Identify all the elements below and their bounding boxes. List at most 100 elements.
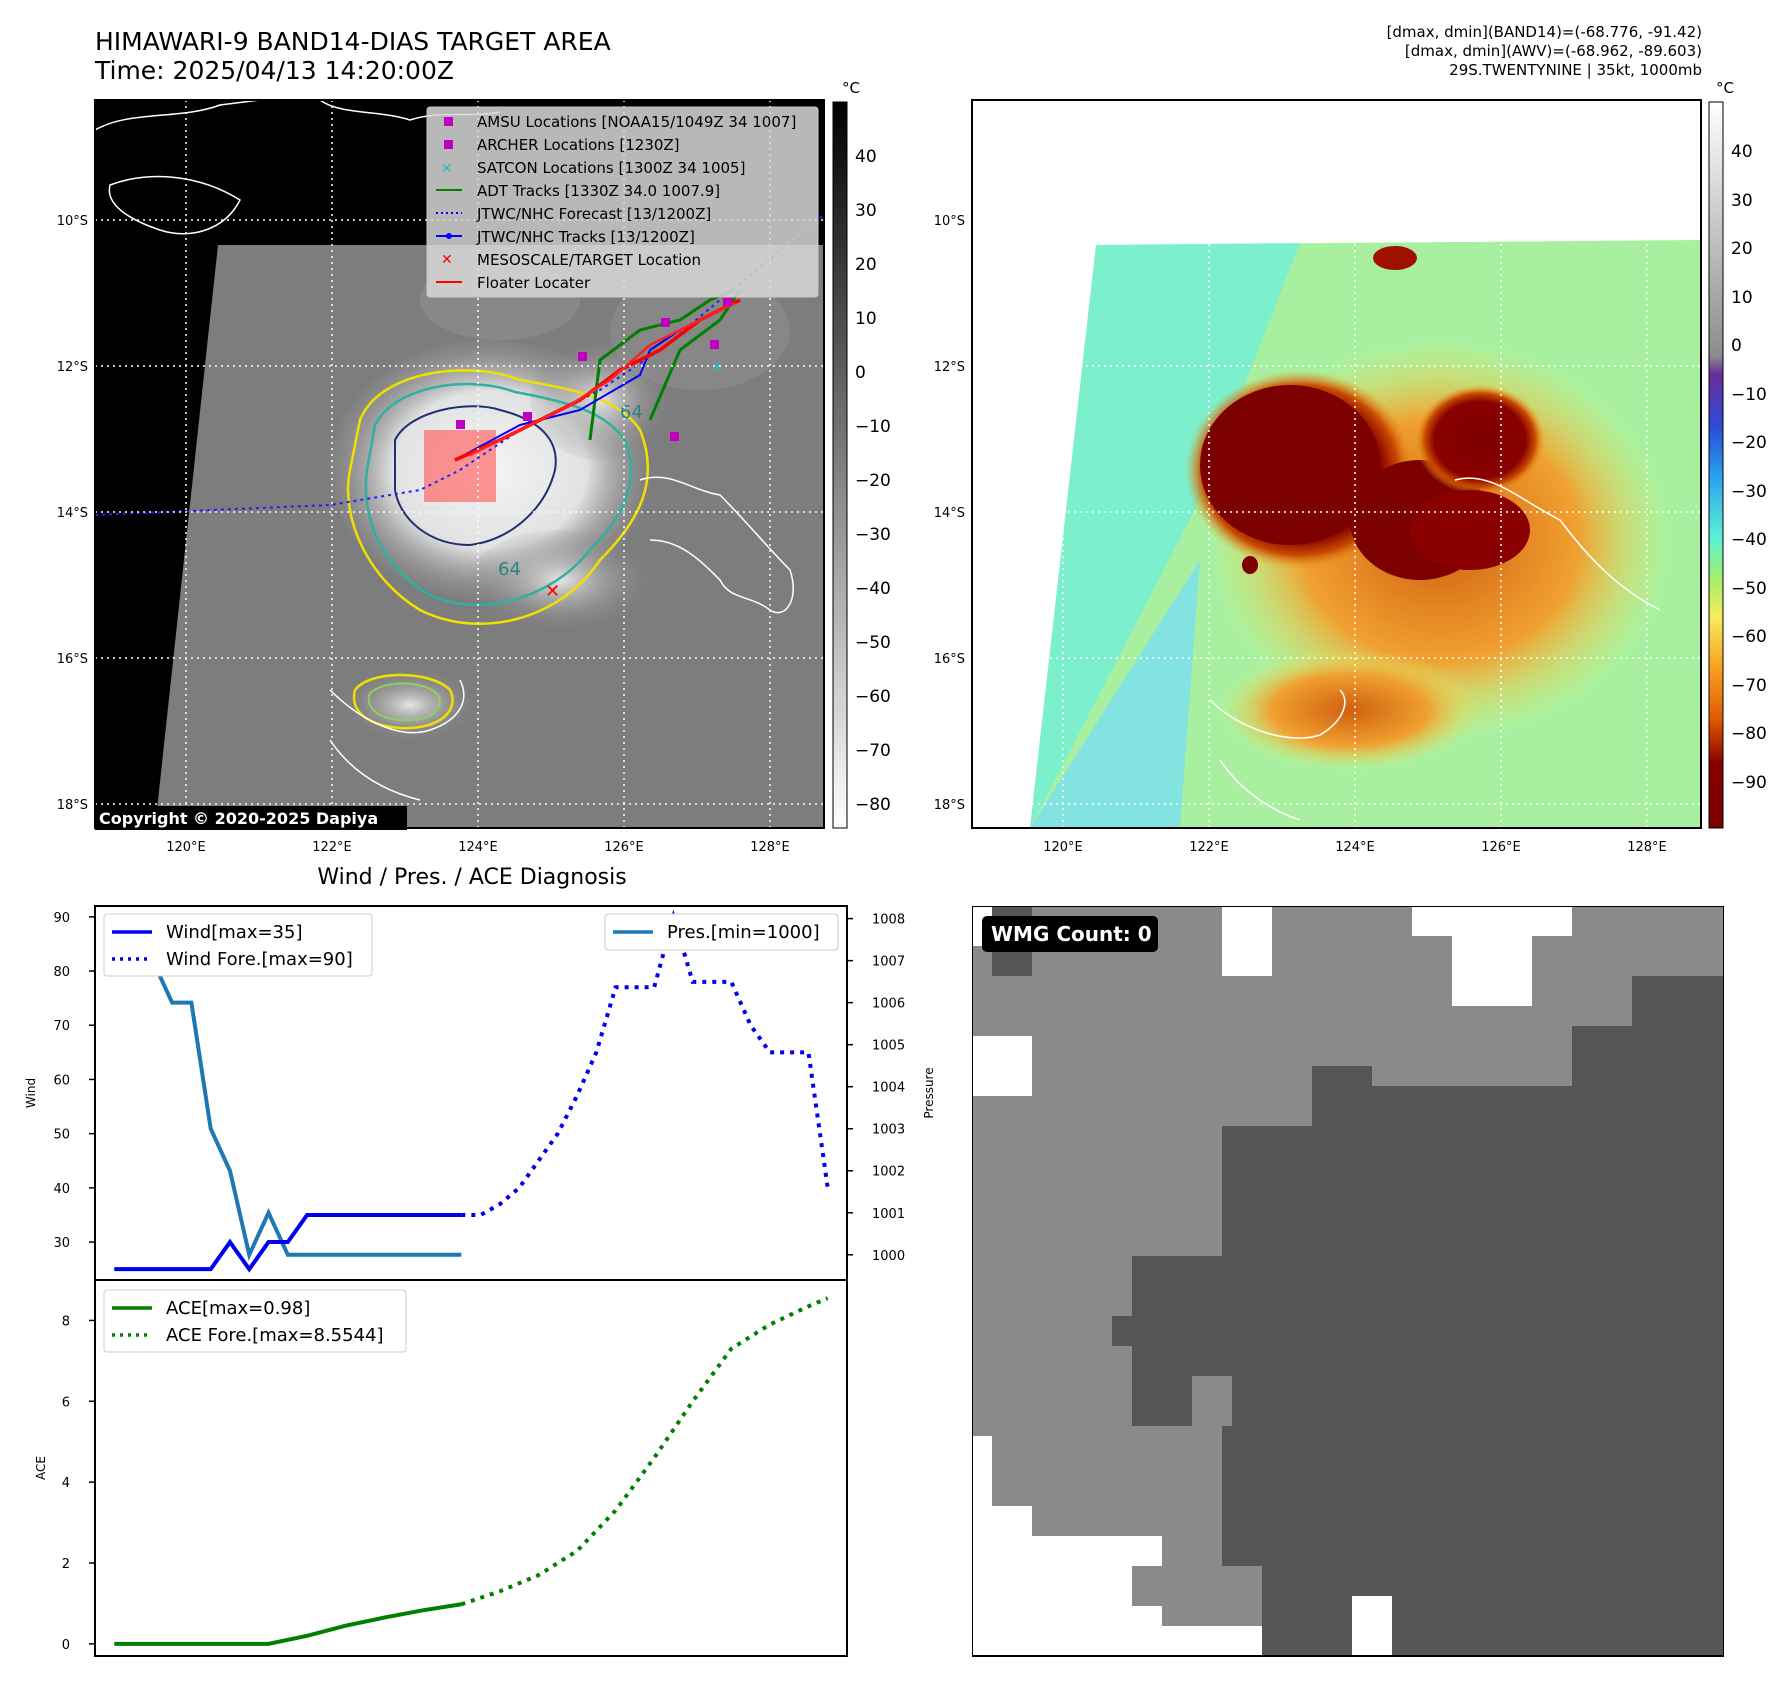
svg-text:10°S: 10°S xyxy=(57,214,88,229)
ir-map-panel: 64 64 ✕ ✕ xyxy=(57,79,1767,855)
title-line2: Time: 2025/04/13 14:20:00Z xyxy=(95,56,454,85)
svg-text:−90: −90 xyxy=(1731,773,1767,793)
target-location-marker: ✕ xyxy=(545,581,560,602)
info-block: [dmax, dmin](BAND14)=(-68.776, -91.42) [… xyxy=(1387,23,1702,80)
svg-text:126°E: 126°E xyxy=(1481,840,1521,855)
svg-text:−80: −80 xyxy=(1731,724,1767,744)
svg-text:−60: −60 xyxy=(855,687,891,707)
copyright-label: Copyright © 2020-2025 Dapiya xyxy=(99,809,378,828)
svg-text:10: 10 xyxy=(1731,288,1753,308)
legend-wind-fore: Wind Fore.[max=90] xyxy=(166,949,353,970)
svg-text:120°E: 120°E xyxy=(166,840,206,855)
svg-text:122°E: 122°E xyxy=(312,840,352,855)
svg-text:−60: −60 xyxy=(1731,627,1767,647)
pressure-series xyxy=(112,917,462,1261)
legend-satcon: SATCON Locations [1300Z 34 1005] xyxy=(477,159,745,177)
target-box xyxy=(424,430,496,502)
legend-floater: Floater Locater xyxy=(477,274,591,292)
legend-ace-fore: ACE Fore.[max=8.5544] xyxy=(166,1325,384,1346)
color-colorbar-ticks: 40 30 20 10 0 −10 −20 −30 −40 −50 −60 −7… xyxy=(1731,142,1767,793)
svg-text:10°S: 10°S xyxy=(934,214,965,229)
svg-text:−80: −80 xyxy=(855,795,891,815)
color-colorbar xyxy=(1708,101,1724,829)
ace-tick-label: 6 xyxy=(62,1395,70,1410)
svg-text:−40: −40 xyxy=(855,579,891,599)
title-line1: HIMAWARI-9 BAND14-DIAS TARGET AREA xyxy=(95,27,611,56)
svg-text:−30: −30 xyxy=(855,525,891,545)
svg-text:−70: −70 xyxy=(1731,676,1767,696)
wind-tick-label: 50 xyxy=(53,1128,70,1143)
svg-text:18°S: 18°S xyxy=(934,798,965,813)
pres-legend: Pres.[min=1000] xyxy=(604,913,839,951)
svg-text:0: 0 xyxy=(855,363,866,383)
svg-text:12°S: 12°S xyxy=(57,360,88,375)
wind-series xyxy=(114,1212,462,1273)
awv-image xyxy=(972,100,1701,828)
svg-text:✕: ✕ xyxy=(441,252,453,268)
svg-text:−70: −70 xyxy=(855,741,891,761)
gray-colorbar xyxy=(832,101,848,829)
svg-text:40: 40 xyxy=(855,147,877,167)
svg-text:✕: ✕ xyxy=(712,360,724,376)
svg-text:30: 30 xyxy=(855,201,877,221)
svg-text:18°S: 18°S xyxy=(57,798,88,813)
ir-map-frame xyxy=(94,99,825,829)
gray-colorbar-unit: °C xyxy=(842,79,860,97)
wmg-panel: WMG Count: 0 xyxy=(972,906,1724,1657)
pressure-tick-label: 1005 xyxy=(872,1039,905,1054)
diagnosis-title: Wind / Pres. / ACE Diagnosis xyxy=(317,865,626,890)
contour-label-64: 64 xyxy=(620,402,643,423)
svg-text:122°E: 122°E xyxy=(1189,840,1229,855)
legend-ace: ACE[max=0.98] xyxy=(166,1298,310,1319)
ace-frame xyxy=(94,1279,848,1657)
wmg-frame xyxy=(972,906,1724,1657)
wind-tick-label: 90 xyxy=(53,911,70,926)
wind-tick-label: 30 xyxy=(53,1236,70,1251)
pressure-axis-label: Pressure xyxy=(922,1067,936,1118)
legend-target: MESOSCALE/TARGET Location xyxy=(477,251,701,269)
svg-text:✕: ✕ xyxy=(441,161,453,177)
map-legend: ✕ ✕ AMSU Locations [NOAA15/1049Z 34 1007… xyxy=(426,106,819,298)
svg-text:−40: −40 xyxy=(1731,530,1767,550)
svg-text:−50: −50 xyxy=(855,633,891,653)
svg-text:12°S: 12°S xyxy=(934,360,965,375)
legend-adt: ADT Tracks [1330Z 34.0 1007.9] xyxy=(477,182,720,200)
pressure-tick-label: 1008 xyxy=(872,913,905,928)
svg-text:−10: −10 xyxy=(1731,385,1767,405)
wind-tick-label: 60 xyxy=(53,1073,70,1088)
svg-text:128°E: 128°E xyxy=(1627,840,1667,855)
ace-axis-label: ACE xyxy=(34,1456,48,1480)
svg-text:124°E: 124°E xyxy=(1335,840,1375,855)
wind-tick-label: 40 xyxy=(53,1182,70,1197)
svg-text:−30: −30 xyxy=(1731,482,1767,502)
svg-text:14°S: 14°S xyxy=(934,506,965,521)
wind-tick-label: 80 xyxy=(53,965,70,980)
ace-legend: ACE[max=0.98] ACE Fore.[max=8.5544] xyxy=(103,1289,407,1353)
info-line2: [dmax, dmin](AWV)=(-68.962, -89.603) xyxy=(1404,42,1702,60)
pressure-tick-label: 1007 xyxy=(872,955,905,970)
ace-tick-label: 8 xyxy=(62,1314,70,1329)
wind-tick-label: 70 xyxy=(53,1019,70,1034)
wmg-count-label: WMG Count: 0 xyxy=(991,922,1152,946)
color-colorbar-unit: °C xyxy=(1716,79,1734,97)
svg-text:126°E: 126°E xyxy=(604,840,644,855)
pressure-tick-label: 1001 xyxy=(872,1207,905,1222)
awv-map-grid xyxy=(972,100,1701,828)
legend-amsu: AMSU Locations [NOAA15/1049Z 34 1007] xyxy=(477,113,796,131)
svg-text:124°E: 124°E xyxy=(458,840,498,855)
legend-jtwc-forecast: JTWC/NHC Forecast [13/1200Z] xyxy=(476,205,711,223)
svg-text:128°E: 128°E xyxy=(750,840,790,855)
svg-text:16°S: 16°S xyxy=(934,652,965,667)
wind-axis-label: Wind xyxy=(24,1078,38,1108)
ace-forecast-series xyxy=(460,1296,829,1607)
ace-tick-label: 4 xyxy=(62,1476,70,1491)
svg-text:0: 0 xyxy=(1731,336,1742,356)
pressure-tick-label: 1004 xyxy=(872,1081,905,1096)
pressure-tick-label: 1000 xyxy=(872,1249,905,1264)
svg-text:16°S: 16°S xyxy=(57,652,88,667)
svg-text:20: 20 xyxy=(1731,239,1753,259)
svg-text:30: 30 xyxy=(1731,191,1753,211)
ace-tick-label: 2 xyxy=(62,1557,70,1572)
pressure-tick-label: 1003 xyxy=(872,1123,905,1138)
ir-lon-labels: 120°E 122°E 124°E 126°E 128°E xyxy=(166,840,790,855)
